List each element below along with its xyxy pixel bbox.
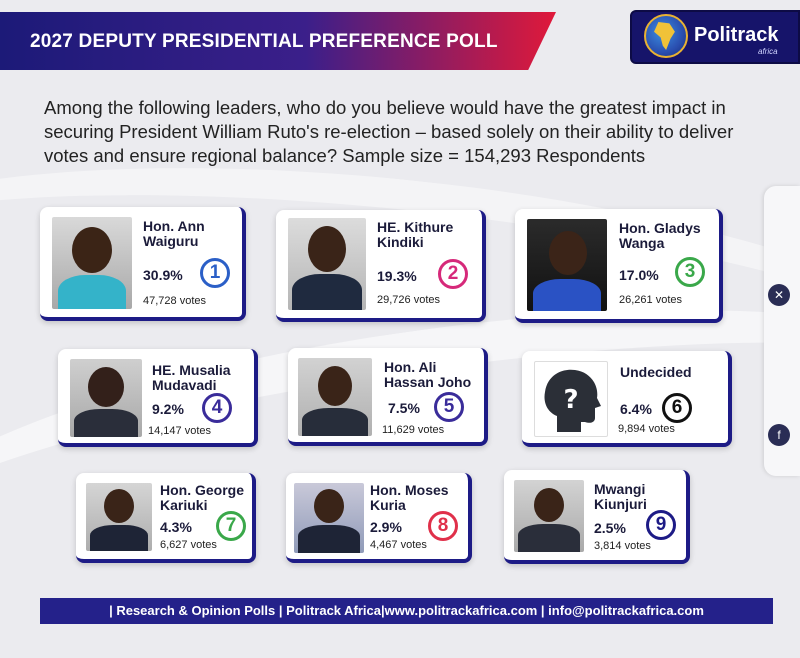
candidate-votes: 29,726 votes xyxy=(377,294,440,306)
close-icon[interactable]: ✕ xyxy=(768,284,790,306)
candidate-name: Mwangi Kiunjuri xyxy=(594,481,647,512)
logo-text: Politrack xyxy=(694,24,779,46)
candidate-votes: 9,894 votes xyxy=(618,423,675,435)
candidate-percent: 17.0% xyxy=(619,267,659,283)
rank-badge: 7 xyxy=(216,511,246,541)
candidate-votes: 3,814 votes xyxy=(594,540,651,552)
candidate-percent: 2.9% xyxy=(370,519,402,535)
candidate-photo xyxy=(527,219,607,311)
candidate-photo xyxy=(52,217,132,309)
candidate-card-4: HE. Musalia Mudavadi 9.2% 4 14,147 votes xyxy=(58,349,258,447)
candidate-votes: 4,467 votes xyxy=(370,539,427,551)
candidate-percent: 2.5% xyxy=(594,520,626,536)
candidate-card-9: Mwangi Kiunjuri 2.5% 9 3,814 votes xyxy=(504,470,690,564)
svg-text:?: ? xyxy=(563,385,578,415)
candidate-name: Hon. Ann Waiguru xyxy=(143,218,205,249)
candidate-name: Hon. Ali Hassan Joho xyxy=(384,359,472,390)
candidate-card-1: Hon. Ann Waiguru 30.9% 1 47,728 votes xyxy=(40,207,246,321)
poll-question: Among the following leaders, who do you … xyxy=(44,97,734,166)
rank-badge: 3 xyxy=(675,257,705,287)
candidate-card-2: HE. Kithure Kindiki 19.3% 2 29,726 votes xyxy=(276,210,486,322)
candidate-card-7: Hon. George Kariuki 4.3% 7 6,627 votes xyxy=(76,473,256,563)
rank-badge: 8 xyxy=(428,511,458,541)
candidate-votes: 6,627 votes xyxy=(160,539,217,551)
candidate-votes: 14,147 votes xyxy=(148,425,211,437)
candidate-card-5: Hon. Ali Hassan Joho 7.5% 5 11,629 votes xyxy=(288,348,488,446)
candidate-percent: 9.2% xyxy=(152,401,184,417)
rank-badge: 5 xyxy=(434,392,464,422)
candidate-card-6: ? Undecided 6.4% 6 9,894 votes xyxy=(522,351,732,447)
rank-badge: 9 xyxy=(646,510,676,540)
candidate-votes: 47,728 votes xyxy=(143,295,206,307)
candidate-percent: 19.3% xyxy=(377,268,417,284)
candidate-photo xyxy=(288,218,366,310)
question-head-icon: ? xyxy=(544,369,601,432)
logo-subtext: africa xyxy=(758,47,778,56)
candidate-photo xyxy=(298,358,372,436)
candidate-photo xyxy=(514,480,584,552)
candidate-percent: 6.4% xyxy=(620,401,652,417)
candidate-percent: 7.5% xyxy=(388,400,420,416)
candidate-percent: 4.3% xyxy=(160,519,192,535)
rank-badge: 2 xyxy=(438,259,468,289)
candidate-name: HE. Musalia Mudavadi xyxy=(152,362,231,393)
rank-badge: 4 xyxy=(202,393,232,423)
title-banner xyxy=(0,12,556,70)
rank-badge: 6 xyxy=(662,393,692,423)
undecided-photo: ? xyxy=(534,361,608,437)
side-panel: ✕ f xyxy=(764,186,800,476)
candidate-name: HE. Kithure Kindiki xyxy=(377,219,454,250)
candidate-card-8: Hon. Moses Kuria 2.9% 8 4,467 votes xyxy=(286,473,472,563)
candidate-card-3: Hon. Gladys Wanga 17.0% 3 26,261 votes xyxy=(515,209,723,323)
candidate-name: Hon. George Kariuki xyxy=(160,482,245,513)
candidate-name: Hon. Gladys Wanga xyxy=(619,220,701,251)
candidate-votes: 11,629 votes xyxy=(382,424,445,436)
rank-badge: 1 xyxy=(200,258,230,288)
candidate-name: Hon. Moses Kuria xyxy=(370,482,449,513)
candidate-photo xyxy=(86,483,152,551)
share-icon[interactable]: f xyxy=(768,424,790,446)
footer-bar: | Research & Opinion Polls | Politrack A… xyxy=(40,598,773,624)
candidate-photo xyxy=(294,483,364,553)
page-title: 2027 DEPUTY PRESIDENTIAL PREFERENCE POLL xyxy=(30,31,498,52)
candidate-percent: 30.9% xyxy=(143,267,183,283)
candidate-votes: 26,261 votes xyxy=(619,294,682,306)
candidate-photo xyxy=(70,359,142,437)
candidate-name: Undecided xyxy=(620,364,692,380)
